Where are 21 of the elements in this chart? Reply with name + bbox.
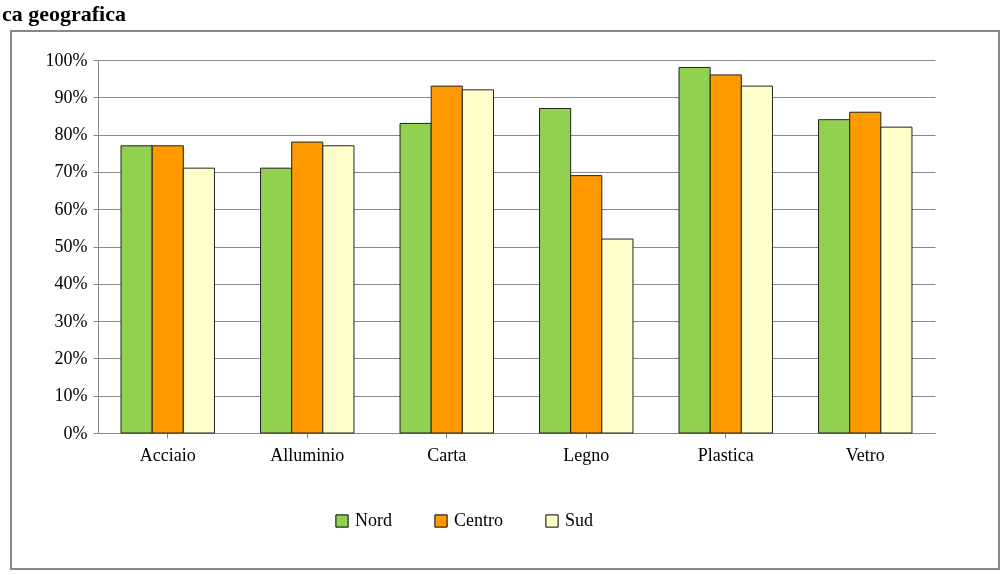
y-tick-label: 40% bbox=[54, 273, 88, 294]
y-tick-label: 60% bbox=[54, 198, 88, 219]
x-tick-label: Plastica bbox=[697, 444, 754, 465]
x-tick-label: Carta bbox=[427, 444, 467, 465]
legend-label: Nord bbox=[355, 510, 392, 530]
legend-label: Centro bbox=[454, 510, 503, 530]
y-tick-label: 70% bbox=[54, 161, 88, 182]
x-tick-label: Acciaio bbox=[139, 444, 196, 465]
x-tick-label: Legno bbox=[563, 444, 610, 465]
legend-label: Sud bbox=[565, 510, 594, 530]
y-tick-label: 90% bbox=[54, 86, 88, 107]
y-tick-label: 50% bbox=[54, 236, 88, 256]
y-tick-label: 0% bbox=[63, 422, 88, 443]
y-tick-label: 100% bbox=[45, 49, 88, 70]
x-tick-label: Vetro bbox=[845, 444, 885, 465]
x-tick-label: Alluminio bbox=[270, 444, 345, 465]
y-tick-label: 80% bbox=[54, 124, 88, 145]
chart-title: ca geografica bbox=[2, 1, 126, 26]
y-tick-label: 10% bbox=[54, 385, 88, 406]
y-tick-label: 20% bbox=[54, 347, 88, 368]
y-tick-label: 30% bbox=[54, 310, 88, 331]
